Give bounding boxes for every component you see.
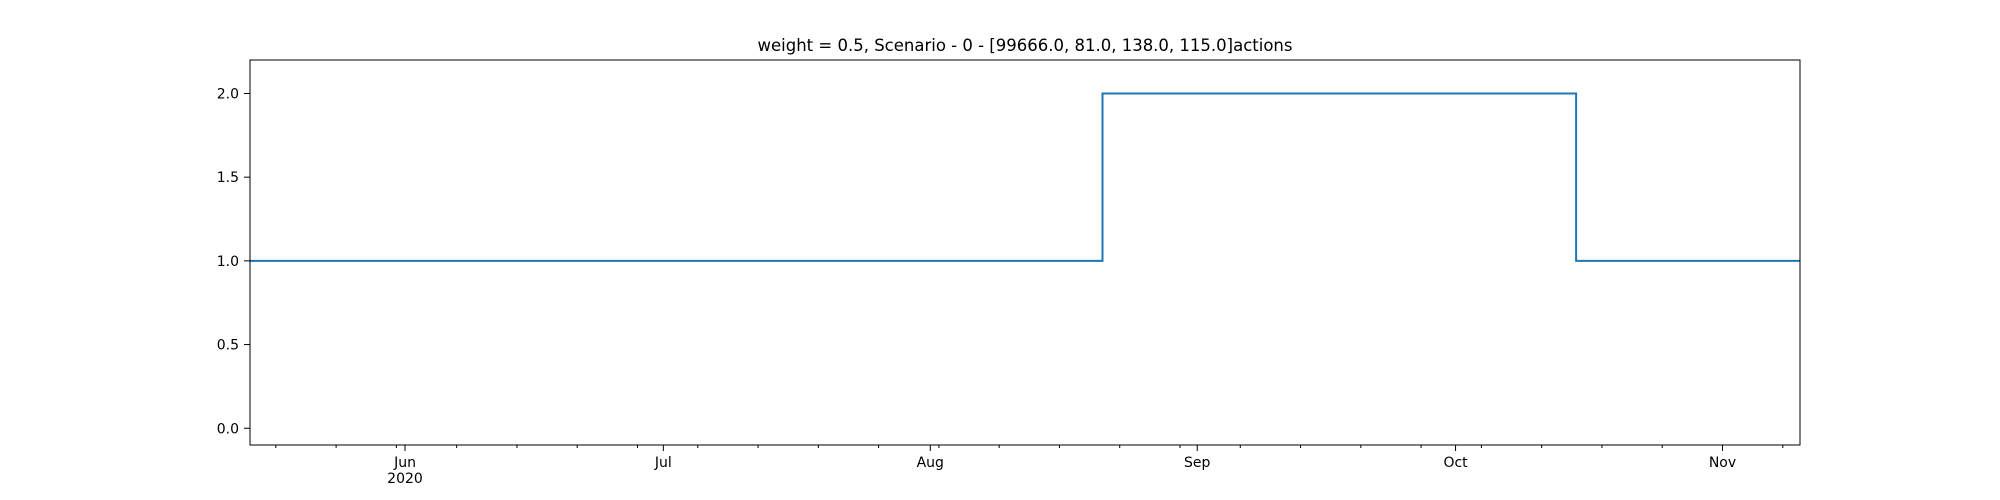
y-axis: 0.0 0.5 1.0 1.5 2.0 (217, 86, 250, 437)
y-tick-label: 1.0 (217, 254, 239, 270)
x-tick-label: Aug (917, 455, 944, 471)
chart-title: weight = 0.5, Scenario - 0 - [99666.0, 8… (758, 36, 1293, 55)
x-tick-label: Jun (393, 455, 416, 471)
x-tick-label: Nov (1709, 455, 1736, 471)
y-tick-label: 0.5 (217, 338, 239, 354)
x-tick-label: Oct (1443, 455, 1468, 471)
y-tick-label: 2.0 (217, 86, 239, 102)
plot-frame (249, 59, 1801, 446)
x-tick-label: Jul (654, 455, 672, 471)
y-tick-label: 1.5 (217, 170, 239, 186)
series-line (250, 92, 1800, 262)
plot-series (250, 92, 1800, 262)
y-tick-label: 0.0 (217, 421, 239, 437)
x-tick-sublabel: 2020 (387, 471, 423, 487)
x-tick-label: Sep (1184, 455, 1211, 471)
